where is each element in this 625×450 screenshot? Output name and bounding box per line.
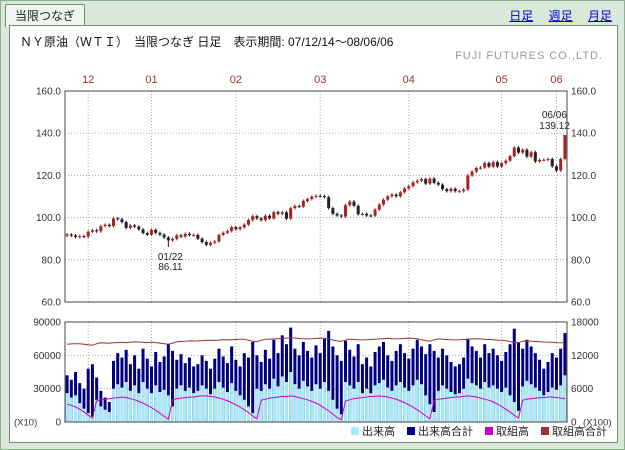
company-name: FUJI FUTURES CO.,LTD. [455,50,603,62]
svg-text:160.0: 160.0 [36,87,61,98]
svg-text:139.12: 139.12 [539,121,570,132]
volume-total-swatch-icon [407,427,415,435]
volume-swatch-icon [351,427,359,435]
nav-weekly-link[interactable]: 週足 [548,9,573,23]
nav-daily-link[interactable]: 日足 [509,9,534,23]
nav-monthly-link[interactable]: 月足 [587,9,612,23]
tab-current-contract[interactable]: 当限つなぎ [5,4,86,27]
svg-text:60000: 60000 [33,351,61,362]
svg-text:01: 01 [145,74,157,86]
legend-label: 取組高合計 [552,426,607,438]
svg-text:6000: 6000 [571,384,594,395]
chart-title: ＮＹ原油（ＷＴＩ） 当限つなぎ 日足 表示期間: 07/12/14～08/06/… [20,35,394,49]
svg-text:0: 0 [55,418,61,429]
svg-text:80.0: 80.0 [571,255,591,266]
chart-panel: ＮＹ原油（ＷＴＩ） 当限つなぎ 日足 表示期間: 07/12/14～08/06/… [9,25,618,443]
svg-text:100.0: 100.0 [571,213,596,224]
svg-text:100.0: 100.0 [36,213,61,224]
svg-text:06: 06 [550,74,562,86]
svg-text:02: 02 [230,74,242,86]
svg-text:80.0: 80.0 [42,255,62,266]
svg-text:03: 03 [314,74,326,86]
svg-text:18000: 18000 [571,318,599,329]
legend-item-open-interest-total: 取組高合計 [541,423,607,439]
svg-text:04: 04 [403,74,415,86]
svg-text:86.11: 86.11 [158,262,183,273]
svg-text:60.0: 60.0 [42,298,62,309]
svg-text:0: 0 [571,418,577,429]
svg-text:120.0: 120.0 [571,171,596,182]
svg-text:60.0: 60.0 [571,298,591,309]
legend-item-volume-total: 出来高合計 [407,423,473,439]
legend-item-volume: 出来高 [351,423,395,439]
timeframe-nav: 日足 週足 月足 [497,7,612,24]
svg-text:05: 05 [495,74,507,86]
svg-text:140.0: 140.0 [571,129,596,140]
candlestick-volume-chart: 160.0 160.0 140.0 140.0 120.0 120.0 100.0 100.0… [14,74,612,429]
open-interest-total-swatch-icon [541,427,549,435]
svg-text:06/06: 06/06 [542,110,567,121]
svg-text:160.0: 160.0 [571,87,596,98]
legend-item-open-interest: 取組高 [485,423,529,439]
chart-legend: 出来高 出来高合計 取組高 取組高合計 [351,423,607,439]
svg-text:12: 12 [82,74,94,86]
open-interest-swatch-icon [485,427,493,435]
legend-label: 出来高 [362,426,395,438]
legend-label: 出来高合計 [418,426,473,438]
svg-text:(X10): (X10) [14,418,37,429]
legend-label: 取組高 [496,426,529,438]
svg-text:01/22: 01/22 [158,252,183,263]
svg-text:12000: 12000 [571,351,599,362]
svg-text:(X100): (X100) [583,418,612,429]
svg-text:30000: 30000 [33,384,61,395]
svg-text:120.0: 120.0 [36,171,61,182]
svg-text:90000: 90000 [33,318,61,329]
svg-text:140.0: 140.0 [36,129,61,140]
